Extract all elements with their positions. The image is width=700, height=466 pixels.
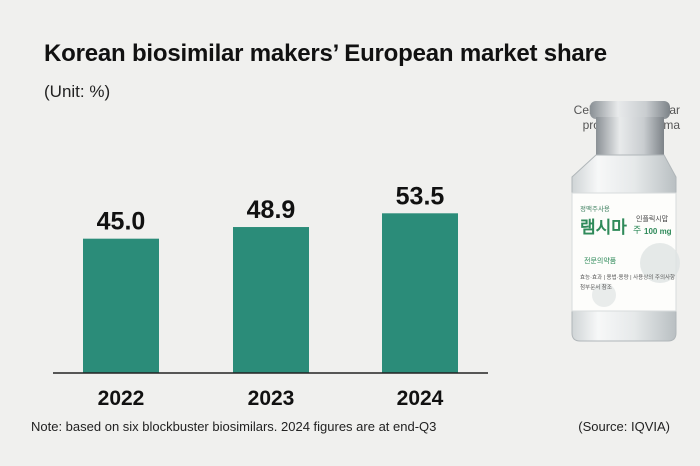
bar-2023 bbox=[233, 227, 309, 373]
value-label-2024: 53.5 bbox=[396, 182, 445, 210]
svg-text:100 mg: 100 mg bbox=[644, 227, 672, 236]
svg-text:첨부문서 참조: 첨부문서 참조 bbox=[580, 283, 612, 291]
vial-illustration: 정맥주사용 램시마 주 인플릭시맙 100 mg 전문의약품 효능·효과 | 용… bbox=[571, 101, 680, 342]
vial-cap bbox=[596, 117, 664, 155]
bar-2022 bbox=[83, 238, 159, 373]
remsima-vial-image: 정맥주사용 램시마 주 인플릭시맙 100 mg 전문의약품 효능·효과 | 용… bbox=[540, 93, 700, 343]
bars-layer bbox=[83, 213, 458, 373]
category-label-2024: 2024 bbox=[397, 387, 444, 410]
labels-layer: 45.0 2022 48.9 2023 53.5 2024 bbox=[97, 182, 445, 410]
svg-text:인플릭시맙: 인플릭시맙 bbox=[636, 214, 669, 223]
category-label-2023: 2023 bbox=[248, 387, 295, 410]
svg-text:정맥주사용: 정맥주사용 bbox=[580, 204, 610, 213]
value-label-2022: 45.0 bbox=[97, 208, 146, 236]
svg-text:주: 주 bbox=[633, 225, 641, 235]
chart-title: Korean biosimilar makers’ European marke… bbox=[44, 40, 607, 67]
source-note: (Source: IQVIA) bbox=[578, 419, 670, 434]
svg-text:전문의약품: 전문의약품 bbox=[584, 256, 617, 265]
unit-label: (Unit: %) bbox=[44, 82, 111, 101]
value-label-2023: 48.9 bbox=[247, 196, 296, 224]
svg-text:효능·효과 | 용법·용량 | 사용상의 주의사항: 효능·효과 | 용법·용량 | 사용상의 주의사항 bbox=[580, 273, 675, 281]
category-label-2022: 2022 bbox=[98, 387, 145, 410]
footnote: Note: based on six blockbuster biosimila… bbox=[31, 419, 437, 434]
svg-text:램시마: 램시마 bbox=[580, 218, 627, 237]
bar-2024 bbox=[382, 213, 458, 373]
vial-cap-top bbox=[590, 101, 670, 119]
